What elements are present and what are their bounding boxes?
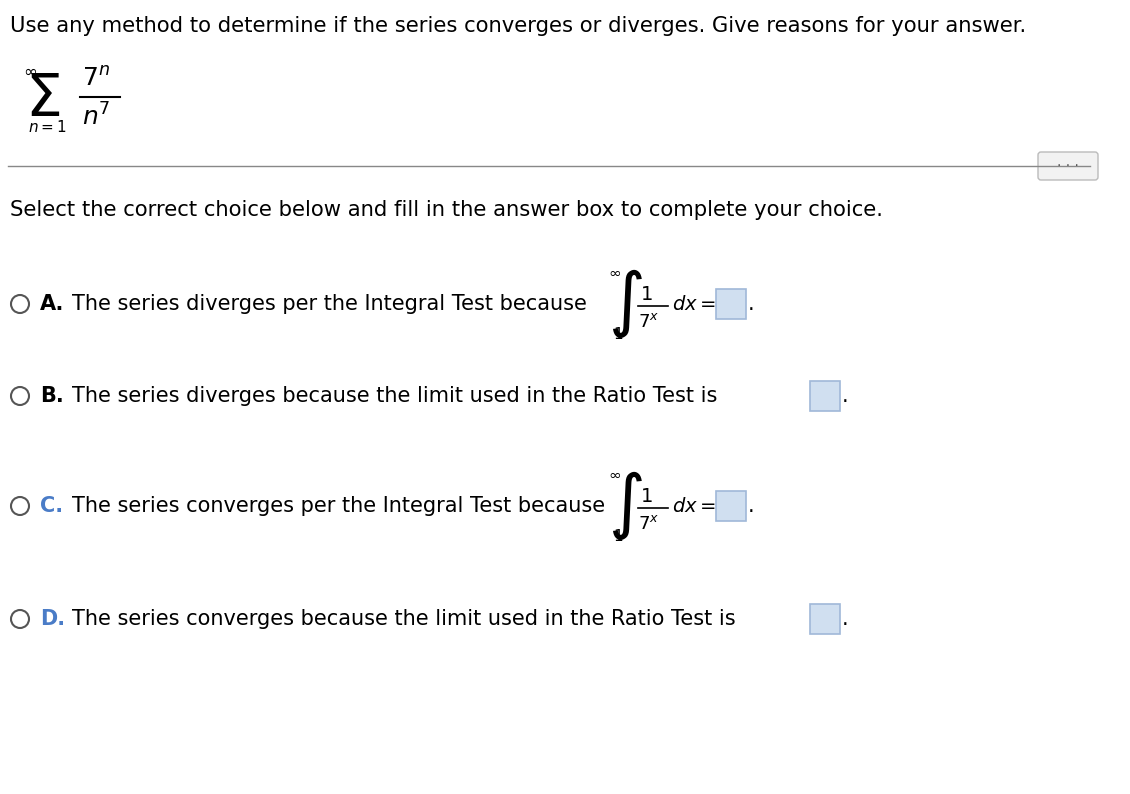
Text: $\int$: $\int$ (608, 268, 643, 341)
Text: $\infty$: $\infty$ (23, 62, 37, 80)
FancyBboxPatch shape (810, 604, 840, 634)
FancyBboxPatch shape (1038, 152, 1098, 180)
Text: The series converges per the Integral Test because: The series converges per the Integral Te… (72, 496, 606, 516)
Text: · · ·: · · · (1057, 159, 1079, 173)
Text: $\infty$: $\infty$ (608, 467, 620, 481)
Text: $1$: $1$ (640, 284, 653, 303)
Text: The series converges because the limit used in the Ratio Test is: The series converges because the limit u… (72, 609, 736, 629)
Text: $1$: $1$ (612, 326, 623, 342)
Text: $\int$: $\int$ (608, 469, 643, 542)
Text: A.: A. (40, 294, 64, 314)
Text: $\infty$: $\infty$ (608, 264, 620, 279)
Text: $7^x$: $7^x$ (638, 515, 659, 533)
Text: .: . (748, 294, 755, 314)
Text: The series diverges per the Integral Test because: The series diverges per the Integral Tes… (72, 294, 586, 314)
Text: C.: C. (40, 496, 63, 516)
Text: .: . (842, 609, 849, 629)
FancyBboxPatch shape (810, 381, 840, 411)
Text: $n=1$: $n=1$ (28, 119, 67, 135)
Text: Use any method to determine if the series converges or diverges. Give reasons fo: Use any method to determine if the serie… (10, 16, 1026, 36)
Text: $1$: $1$ (612, 528, 623, 544)
Text: $1$: $1$ (640, 487, 653, 506)
Text: $n^7$: $n^7$ (82, 103, 111, 130)
Text: $\Sigma$: $\Sigma$ (25, 71, 60, 128)
Text: $dx =$: $dx =$ (672, 295, 716, 314)
Text: $7^n$: $7^n$ (82, 67, 110, 91)
Text: $dx =$: $dx =$ (672, 496, 716, 515)
Text: The series diverges because the limit used in the Ratio Test is: The series diverges because the limit us… (72, 386, 718, 406)
Text: $7^x$: $7^x$ (638, 313, 659, 331)
Text: B.: B. (40, 386, 63, 406)
Text: Select the correct choice below and fill in the answer box to complete your choi: Select the correct choice below and fill… (10, 200, 883, 220)
Text: D.: D. (40, 609, 66, 629)
FancyBboxPatch shape (716, 289, 746, 319)
Text: .: . (748, 496, 755, 516)
Text: .: . (842, 386, 849, 406)
FancyBboxPatch shape (716, 491, 746, 521)
